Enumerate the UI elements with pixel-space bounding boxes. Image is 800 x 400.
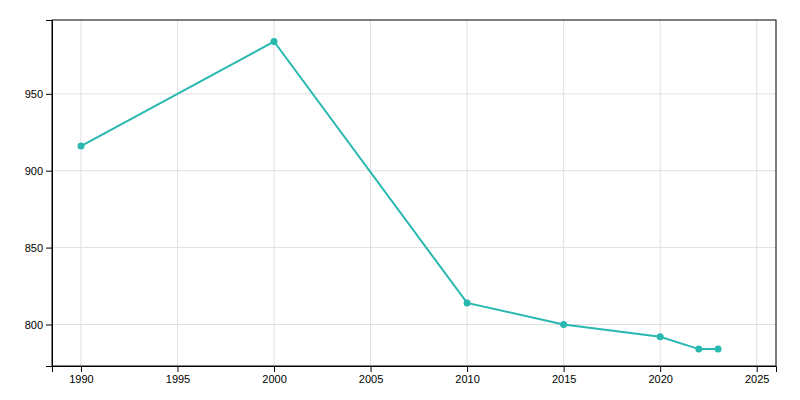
grid-line-x [756, 20, 757, 366]
y-tick-label: 850 [25, 242, 43, 254]
x-tick: 2015 [552, 366, 576, 385]
grid-line-y [52, 324, 776, 325]
y-tick-mark [46, 324, 52, 325]
y-tick-label: 800 [25, 319, 43, 331]
y-tick-mark [46, 94, 52, 95]
x-tick-label: 2025 [745, 373, 769, 385]
grid-line-x [370, 20, 371, 366]
grid-line-y [52, 247, 776, 248]
x-tick-mark [660, 366, 661, 372]
point [560, 321, 567, 328]
x-tick: 1990 [69, 366, 93, 385]
y-tick-mark [46, 248, 52, 249]
grid-line-x [80, 20, 81, 366]
line [81, 42, 718, 350]
y-axis: 800 850 900 950 [25, 21, 53, 367]
grid-line-x [660, 20, 661, 366]
x-tick-label: 2015 [552, 373, 576, 385]
plot-area: 1990 1995 2000 2005 2010 2015 2020 2025 800 850 90… [25, 20, 777, 385]
x-tick-mark [177, 366, 178, 372]
point [77, 143, 84, 150]
grid-line-y [52, 170, 776, 171]
grid-line-x [467, 20, 468, 366]
x-axis: 1990 1995 2000 2005 2010 2015 2020 2025 [53, 366, 777, 385]
x-axis-line [53, 367, 777, 373]
y-tick: 900 [25, 165, 52, 177]
x-tick: 2020 [648, 366, 672, 385]
x-tick: 2010 [455, 366, 479, 385]
y-axis-line [46, 21, 53, 367]
x-tick-label: 2005 [359, 373, 383, 385]
x-tick-mark [757, 366, 758, 372]
y-tick: 950 [25, 88, 52, 100]
x-tick: 2025 [745, 366, 769, 385]
grid-line-x [563, 20, 564, 366]
x-tick: 2005 [359, 366, 383, 385]
series [77, 38, 721, 353]
x-tick: 2000 [262, 366, 286, 385]
grid-line-y [52, 93, 776, 94]
plot-frame [52, 20, 776, 366]
y-tick: 800 [25, 319, 52, 331]
x-tick-mark [371, 366, 372, 372]
y-tick-label: 900 [25, 165, 43, 177]
point [271, 38, 278, 45]
y-tick: 850 [25, 242, 52, 254]
x-tick-mark [467, 366, 468, 372]
x-tick-label: 2020 [648, 373, 672, 385]
point [464, 299, 471, 306]
x-tick: 1995 [166, 366, 190, 385]
grid [52, 20, 776, 366]
grid-line-x [274, 20, 275, 366]
x-tick-mark [274, 366, 275, 372]
point [695, 346, 702, 353]
x-tick-mark [564, 366, 565, 372]
y-tick-mark [46, 171, 52, 172]
chart: 1990 1995 2000 2005 2010 2015 2020 2025 800 850 90… [0, 0, 800, 400]
y-tick-label: 950 [25, 88, 43, 100]
point [657, 333, 664, 340]
x-tick-label: 1990 [69, 373, 93, 385]
x-tick-label: 1995 [166, 373, 190, 385]
x-tick-mark [81, 366, 82, 372]
point [715, 346, 722, 353]
x-tick-label: 2000 [262, 373, 286, 385]
x-tick-label: 2010 [455, 373, 479, 385]
grid-line-x [177, 20, 178, 366]
